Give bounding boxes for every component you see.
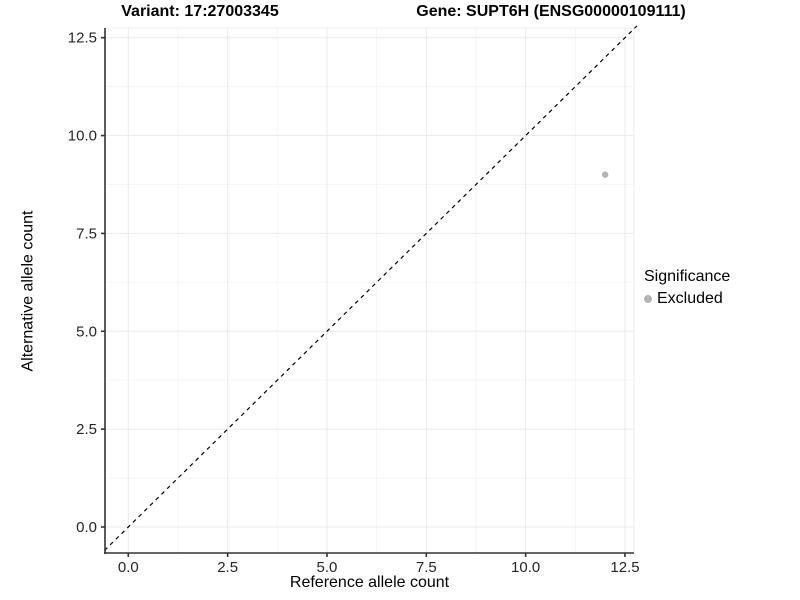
y-axis-title: Alternative allele count bbox=[19, 210, 37, 372]
legend-entry-excluded: Excluded bbox=[644, 290, 730, 308]
identity-line bbox=[104, 25, 638, 551]
x-tick-label: 7.5 bbox=[416, 559, 437, 576]
data-point bbox=[601, 171, 609, 178]
x-tick-label: 0.0 bbox=[118, 559, 139, 576]
x-tick-label: 2.5 bbox=[217, 559, 238, 576]
plot-title-gene: Gene: SUPT6H (ENSG00000109111) bbox=[416, 3, 686, 20]
x-axis-title: Reference allele count bbox=[289, 574, 450, 591]
x-tick-label: 10.0 bbox=[511, 559, 540, 576]
y-tick-label: 5.0 bbox=[76, 323, 97, 340]
y-tick-label: 0.0 bbox=[76, 519, 97, 536]
y-tick-label: 12.5 bbox=[68, 30, 97, 47]
y-tick-label: 7.5 bbox=[76, 225, 97, 242]
x-tick-label: 12.5 bbox=[610, 559, 639, 576]
legend: Significance Excluded bbox=[644, 268, 730, 308]
legend-title: Significance bbox=[644, 268, 731, 285]
x-tick-label: 5.0 bbox=[317, 559, 338, 576]
legend-point-icon bbox=[644, 295, 652, 303]
y-tick-label: 2.5 bbox=[76, 421, 97, 438]
legend-entry-label: Excluded bbox=[657, 290, 723, 307]
plot-title-variant: Variant: 17:27003345 bbox=[121, 3, 279, 20]
y-tick-label: 10.0 bbox=[68, 128, 97, 145]
